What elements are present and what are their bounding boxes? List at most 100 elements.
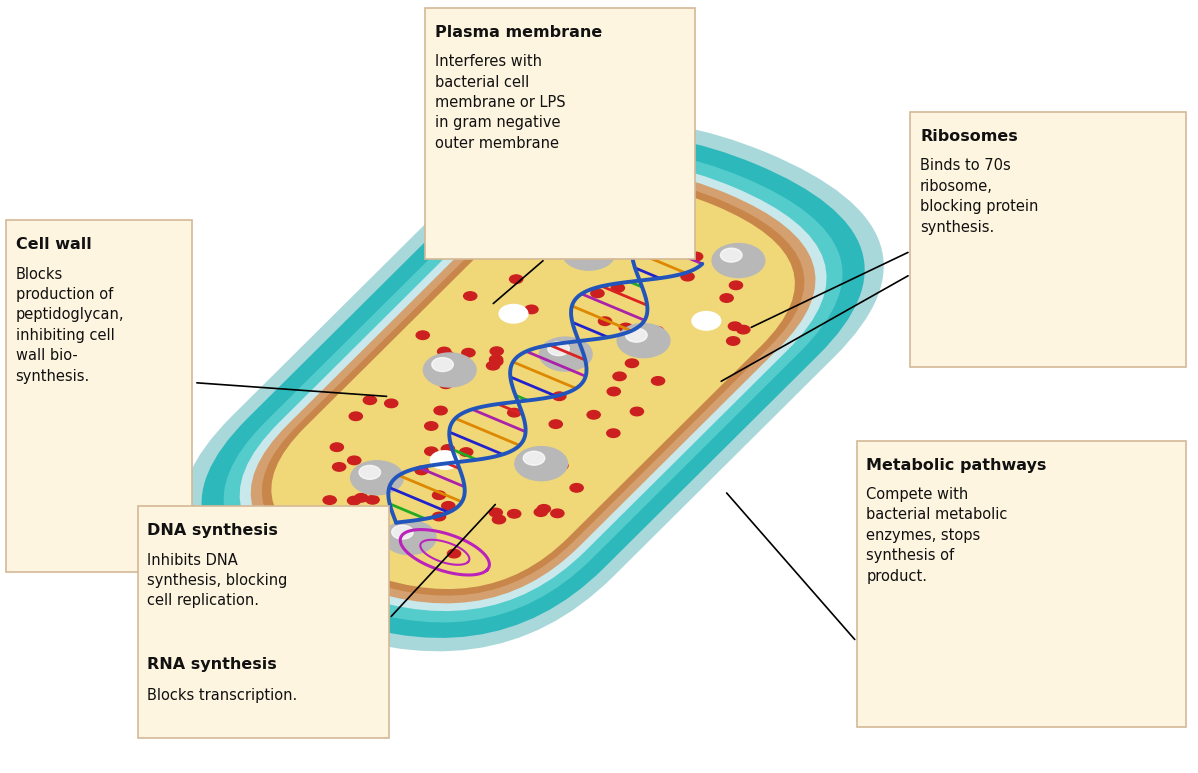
FancyBboxPatch shape [857, 441, 1186, 727]
Circle shape [690, 252, 703, 261]
Circle shape [423, 353, 476, 387]
Circle shape [425, 447, 438, 455]
Circle shape [490, 357, 503, 366]
Circle shape [333, 463, 346, 472]
Text: Blocks transcription.: Blocks transcription. [147, 688, 297, 703]
Circle shape [490, 347, 503, 356]
Text: Interferes with
bacterial cell
membrane or LPS
in gram negative
outer membrane: Interferes with bacterial cell membrane … [435, 54, 565, 151]
Circle shape [611, 284, 624, 292]
Circle shape [432, 491, 446, 499]
Circle shape [730, 281, 743, 290]
Circle shape [544, 247, 557, 256]
Circle shape [606, 429, 619, 438]
Text: Metabolic pathways: Metabolic pathways [866, 458, 1047, 472]
Circle shape [440, 380, 453, 389]
Circle shape [546, 219, 559, 227]
FancyBboxPatch shape [271, 184, 795, 589]
Circle shape [570, 240, 592, 254]
Text: Ribosomes: Ribosomes [920, 129, 1018, 144]
Circle shape [599, 317, 612, 325]
FancyBboxPatch shape [182, 121, 884, 652]
FancyBboxPatch shape [250, 169, 816, 604]
Circle shape [534, 508, 547, 516]
Circle shape [607, 387, 621, 396]
Text: Plasma membrane: Plasma membrane [435, 25, 603, 39]
FancyBboxPatch shape [6, 220, 192, 572]
Circle shape [625, 329, 647, 342]
Circle shape [448, 550, 461, 558]
Circle shape [424, 422, 437, 431]
Circle shape [547, 342, 569, 356]
Circle shape [397, 541, 410, 550]
Circle shape [508, 408, 521, 417]
FancyBboxPatch shape [262, 177, 804, 596]
Circle shape [727, 337, 740, 346]
Circle shape [639, 223, 660, 237]
FancyBboxPatch shape [138, 506, 389, 738]
Circle shape [720, 294, 733, 302]
Circle shape [712, 243, 764, 278]
Circle shape [737, 325, 750, 334]
Circle shape [630, 407, 643, 416]
Circle shape [441, 352, 454, 360]
Circle shape [720, 248, 742, 262]
Circle shape [363, 396, 376, 404]
FancyBboxPatch shape [910, 112, 1186, 367]
Circle shape [415, 466, 428, 475]
Circle shape [347, 456, 361, 465]
Circle shape [524, 451, 545, 465]
Circle shape [383, 520, 436, 554]
Circle shape [562, 236, 615, 270]
Circle shape [617, 324, 670, 358]
Circle shape [359, 465, 381, 479]
Circle shape [432, 512, 446, 521]
Circle shape [647, 221, 660, 230]
Circle shape [537, 505, 550, 513]
Circle shape [437, 347, 450, 356]
Circle shape [416, 331, 429, 339]
Text: RNA synthesis: RNA synthesis [147, 657, 277, 672]
Text: Blocks
production of
peptidoglycan,
inhibiting cell
wall bio-
synthesis.: Blocks production of peptidoglycan, inhi… [16, 267, 125, 383]
Circle shape [492, 516, 506, 524]
Circle shape [464, 291, 477, 300]
Circle shape [385, 399, 398, 407]
FancyBboxPatch shape [425, 8, 695, 259]
Circle shape [323, 495, 337, 504]
Circle shape [343, 510, 356, 519]
Circle shape [441, 444, 454, 453]
Circle shape [486, 362, 500, 370]
Circle shape [551, 509, 564, 518]
Circle shape [555, 461, 568, 470]
Circle shape [652, 376, 665, 385]
Circle shape [692, 312, 721, 330]
Circle shape [392, 525, 413, 539]
Circle shape [625, 359, 639, 367]
FancyBboxPatch shape [201, 135, 865, 638]
Circle shape [442, 502, 455, 510]
Circle shape [515, 447, 568, 481]
Circle shape [462, 349, 476, 357]
Circle shape [434, 407, 447, 415]
Circle shape [613, 372, 627, 380]
Text: DNA synthesis: DNA synthesis [147, 523, 278, 538]
Circle shape [322, 515, 335, 523]
Text: Cell wall: Cell wall [16, 237, 91, 252]
Ellipse shape [599, 197, 674, 257]
FancyBboxPatch shape [240, 162, 827, 611]
Circle shape [500, 305, 528, 323]
Circle shape [509, 275, 522, 284]
Circle shape [680, 272, 694, 281]
Circle shape [570, 484, 583, 492]
Circle shape [552, 392, 565, 400]
Circle shape [652, 213, 665, 222]
Circle shape [539, 337, 592, 371]
FancyBboxPatch shape [224, 151, 842, 622]
Circle shape [351, 461, 404, 495]
Circle shape [489, 508, 502, 516]
Circle shape [728, 322, 742, 331]
Circle shape [587, 410, 600, 419]
Circle shape [331, 443, 344, 451]
Text: Compete with
bacterial metabolic
enzymes, stops
synthesis of
product.: Compete with bacterial metabolic enzymes… [866, 487, 1008, 584]
Circle shape [508, 509, 521, 518]
Circle shape [591, 289, 604, 298]
